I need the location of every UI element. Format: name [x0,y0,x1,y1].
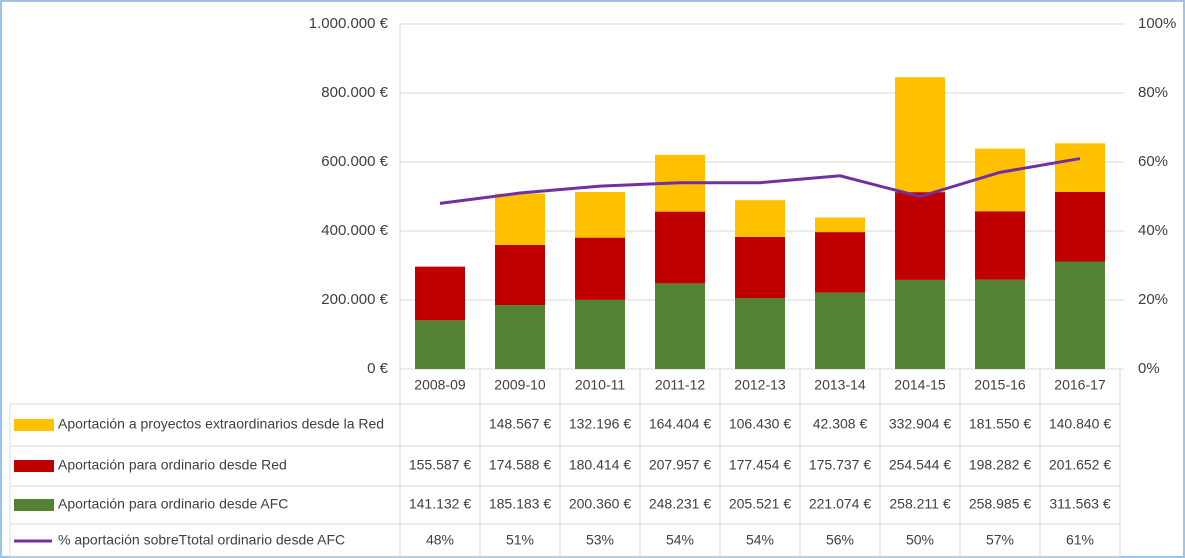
table-cell: 201.652 € [1049,457,1111,473]
table-cell: 48% [426,532,454,548]
y2-tick-label: 60% [1138,153,1168,170]
bar-segment [575,237,625,300]
bar-segment [575,192,625,238]
y-tick-label: 400.000 € [321,222,388,239]
table-cell: 311.563 € [1049,496,1110,512]
bar-segment [1055,143,1105,192]
table-cell: 164.404 € [649,416,711,432]
table-cell: 61% [1066,532,1094,548]
bar-segment [815,232,865,293]
x-tick-label: 2008-09 [414,377,466,393]
bar-segment [895,77,945,193]
bar-segment [975,148,1025,212]
table-cell: 258.985 € [969,496,1031,512]
table-cell: 56% [826,532,854,548]
table-cell: 57% [986,532,1014,548]
x-tick-label: 2016-17 [1054,377,1106,393]
bar-segment [655,283,705,369]
y-tick-label: 200.000 € [321,291,388,308]
y2-tick-label: 80% [1138,84,1168,101]
table-cell: 175.737 € [809,457,871,473]
bar-segment [415,320,465,369]
y2-tick-label: 100% [1138,15,1176,32]
legend-label: % aportación sobreTtotal ordinario desde… [58,532,345,548]
y-tick-label: 800.000 € [321,84,388,101]
table-cell: 221.074 € [809,496,871,512]
legend-symbol [14,460,54,472]
table-cell: 207.957 € [649,457,711,473]
x-tick-label: 2015-16 [974,377,1026,393]
table-cell: 148.567 € [489,416,551,432]
bar-segment [495,193,545,245]
table-cell: 42.308 € [813,416,868,432]
legend-label: Aportación a proyectos extraordinarios d… [58,416,384,432]
table-cell: 106.430 € [729,416,791,432]
table-cell: 205.521 € [729,496,791,512]
bar-segment [735,298,785,369]
x-tick-label: 2012-13 [734,377,786,393]
bar-segment [735,236,785,299]
x-tick-label: 2010-11 [575,377,626,393]
table-cell: 180.414 € [569,457,631,473]
y2-tick-label: 0% [1138,360,1160,377]
legend-label: Aportación para ordinario desde Red [58,457,287,473]
bar-segment [495,305,545,369]
x-tick-label: 2011-12 [655,377,706,393]
legend-symbol [14,499,54,511]
legend-label: Aportación para ordinario desde AFC [58,496,288,512]
y-tick-label: 600.000 € [321,153,388,170]
bar-segment [1055,261,1105,369]
y-tick-label: 0 € [367,360,389,377]
table-cell: 53% [586,532,614,548]
legend-symbol [14,419,54,431]
bar-segment [575,299,625,369]
table-cell: 174.588 € [489,457,551,473]
table-cell: 51% [506,532,534,548]
bar-segment [815,292,865,369]
line-series [439,157,1081,205]
bar-segment [975,279,1025,369]
table-cell: 141.132 € [409,496,471,512]
table-cell: 155.587 € [409,457,471,473]
x-tick-label: 2013-14 [814,377,866,393]
bar-segment [655,211,705,284]
bar-segment [1055,191,1105,262]
bar-segment [815,217,865,233]
table-cell: 140.840 € [1049,416,1111,432]
table-cell: 54% [746,532,774,548]
bar-segment [735,200,785,237]
table-cell: 181.550 € [969,416,1031,432]
table-cell: 200.360 € [569,496,631,512]
x-tick-label: 2014-15 [894,377,946,393]
y2-tick-label: 40% [1138,222,1168,239]
y2-tick-label: 20% [1138,291,1168,308]
bar-segment [895,279,945,369]
table-cell: 132.196 € [569,416,631,432]
table-cell: 248.231 € [649,496,711,512]
table-cell: 258.211 € [889,496,950,512]
bar-segment [495,244,545,306]
bar-segment [895,192,945,280]
bar-segment [415,266,465,321]
table-cell: 332.904 € [889,416,951,432]
bar-segment [975,211,1025,280]
table-cell: 54% [666,532,694,548]
y-tick-label: 1.000.000 € [309,15,389,32]
table-cell: 177.454 € [729,457,791,473]
table-cell: 198.282 € [969,457,1031,473]
table-cell: 254.544 € [889,457,951,473]
table-cell: 185.183 € [489,496,551,512]
x-tick-label: 2009-10 [494,377,546,393]
table-cell: 50% [906,532,934,548]
